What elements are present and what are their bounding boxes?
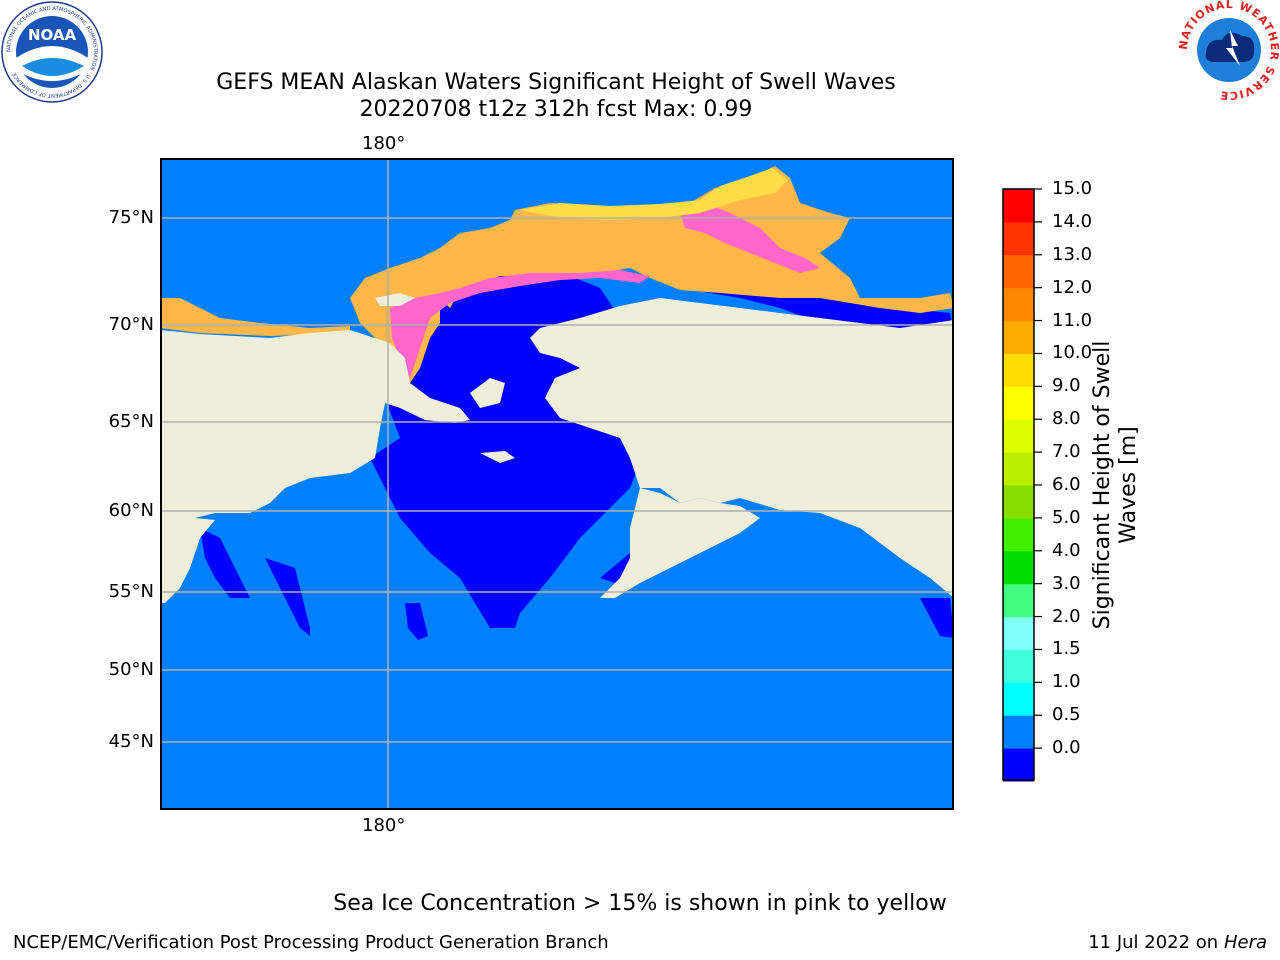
lon-label-top: 180° [362,133,406,154]
lat-label-60: 60°N [108,500,154,521]
colorbar-tick-label: 2.0 [1052,605,1081,627]
noaa-logo-icon: NOAA NATIONAL OCEANIC AND ATMOSPHERIC AD… [1,1,103,103]
sea-ice-yellow-edge [520,168,788,220]
colorbar-title-line2: Waves [m] [1116,426,1141,544]
colorbar-swatch [1003,682,1034,716]
footer-host: Hera [1223,932,1267,953]
land-st-lawrence [480,451,515,463]
colorbar-swatch [1003,419,1034,453]
colorbar-tick-label: 9.0 [1052,375,1081,397]
colorbar-swatch [1003,583,1034,618]
colorbar-swatch [1003,386,1034,420]
colorbar-tick-label: 4.0 [1052,539,1081,561]
sea-ice-note: Sea Ice Concentration > 15% is shown in … [333,891,947,916]
colorbar-tick-label: 11.0 [1052,309,1093,331]
colorbar-tick-label: 6.0 [1052,474,1081,495]
colorbar-tick-label: 7.0 [1052,441,1081,463]
colorbar-swatch [1003,485,1034,519]
land-seward-peninsula [470,378,505,408]
lat-label-45: 45°N [108,731,154,752]
footer-branch: NCEP/EMC/Verification Post Processing Pr… [13,932,609,953]
colorbar-tick-label: 12.0 [1052,276,1093,298]
colorbar-tick-label: 5.0 [1052,506,1081,528]
colorbar-swatch [1003,320,1034,354]
colorbar-swatch [1003,517,1034,552]
colorbar-swatch [1003,353,1034,387]
map-frame [160,158,954,810]
colorbar-title: Significant Height of Swell Waves [m] [1090,325,1142,645]
footer-date: 11 Jul 2022 on Hera [1088,932,1267,953]
colorbar-tick-label: 13.0 [1052,243,1093,265]
land-kamchatka [160,518,215,603]
colorbar-swatch [1003,715,1034,749]
colorbar-swatch [1003,452,1034,486]
sea-ice-region [350,166,954,383]
colorbar-tick-label: 1.5 [1052,638,1081,660]
colorbar-tick-label: 15.0 [1052,178,1093,199]
colorbar-tick-label: 1.0 [1052,671,1081,693]
colorbar-tick-label: 10.0 [1052,342,1093,364]
sea-ice-pink-band [390,270,650,378]
colorbar-tick-label: 3.0 [1052,572,1081,594]
lat-label-65: 65°N [108,411,154,432]
land-siberia [160,330,470,518]
low-swell-aleutian [405,603,428,640]
sea-ice-pink-arctic [680,203,820,273]
land-alaska [530,298,954,598]
colorbar-swatch [1003,616,1034,650]
lon-label-bottom: 180° [362,815,406,836]
footer-date-text: 11 Jul 2022 on [1088,932,1224,953]
colorbar [1002,188,1042,782]
map-title: GEFS MEAN Alaskan Waters Significant Hei… [216,70,896,95]
nws-logo-icon: NATIONAL WEATHER SERVICE [1178,0,1280,100]
land-wrangel [375,293,415,306]
colorbar-title-line1: Significant Height of Swell [1090,340,1115,630]
colorbar-tick-label: 0.5 [1052,704,1081,726]
colorbar-swatch [1003,189,1034,223]
land-alaska-peninsula [600,488,760,598]
lat-label-55: 55°N [108,581,154,602]
colorbar-swatch [1003,254,1034,289]
low-swell-kamchatka [200,528,250,598]
low-swell-se-alaska [920,598,954,638]
graticule [160,158,954,810]
colorbar-swatch [1003,550,1034,585]
colorbar-tick-label: 0.0 [1052,737,1081,759]
lat-label-75: 75°N [108,207,154,228]
sea-ice-siberia-coast [160,298,350,336]
lat-label-70: 70°N [108,314,154,335]
map-subtitle: 20220708 t12z 312h fcst Max: 0.99 [359,97,753,122]
noaa-logo-text: NOAA [28,26,77,44]
colorbar-swatch [1003,748,1034,782]
colorbar-swatch [1003,221,1034,256]
low-swell-okhotsk-islands [265,558,310,636]
map-panel [160,158,954,810]
colorbar-swatch [1003,649,1034,683]
colorbar-tick-label: 8.0 [1052,408,1081,430]
lat-label-50: 50°N [108,659,154,680]
colorbar-swatch [1003,287,1034,322]
colorbar-tick-label: 14.0 [1052,210,1093,232]
